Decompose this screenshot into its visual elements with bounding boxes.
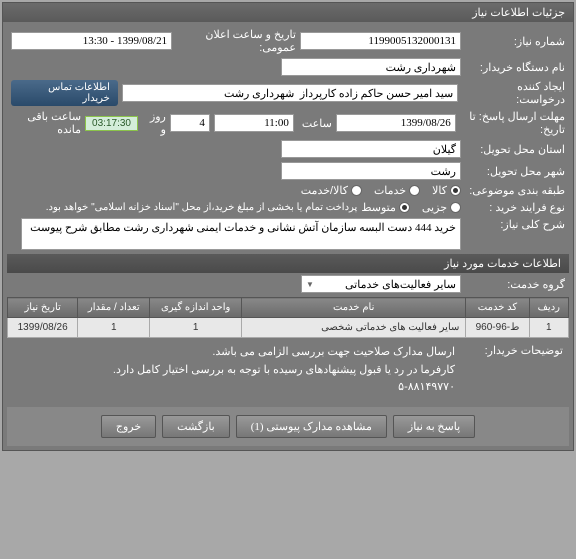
deadline-date-input[interactable] <box>336 114 456 132</box>
radio-both[interactable]: کالا/خدمت <box>301 184 362 197</box>
city-label: شهر محل تحویل: <box>465 165 565 178</box>
row-province: استان محل تحویل: <box>7 138 569 160</box>
window-content: شماره نیاز: تاریخ و ساعت اعلان عمومی: نا… <box>3 22 573 450</box>
contact-link[interactable]: اطلاعات تماس خریدار <box>11 80 118 106</box>
service-group-label: گروه خدمت: <box>465 278 565 291</box>
radio-small[interactable]: جزیی <box>422 201 461 214</box>
announce-label: تاریخ و ساعت اعلان عمومی: <box>176 28 296 54</box>
note-line-2: کارفرما در رد یا قبول پیشنهادهای رسیده ب… <box>13 362 455 380</box>
buyer-notes-section: توضیحات خریدار: ارسال مدارک صلاحیت جهت ب… <box>7 338 569 403</box>
main-window: جزئیات اطلاعات نیاز شماره نیاز: تاریخ و … <box>2 2 574 451</box>
radio-icon <box>450 185 461 196</box>
row-city: شهر محل تحویل: <box>7 160 569 182</box>
org-label: نام دستگاه خریدار: <box>465 61 565 74</box>
days-label: روز و <box>142 110 166 136</box>
radio-service[interactable]: خدمات <box>374 184 420 197</box>
deadline-time-input[interactable] <box>214 114 294 132</box>
exit-button[interactable]: خروج <box>101 415 156 438</box>
radio-icon <box>399 202 410 213</box>
buyer-notes-text: ارسال مدارک صلاحیت جهت بررسی الزامی می ب… <box>13 344 455 397</box>
city-input[interactable] <box>281 162 461 180</box>
row-desc: شرح کلی نیاز: خرید 444 دست البسه سازمان … <box>7 216 569 252</box>
creator-label: ایجاد کننده درخواست: <box>462 80 565 106</box>
cell-unit: 1 <box>150 318 242 338</box>
th-date: تاریخ نیاز <box>8 298 78 318</box>
window-title-bar: جزئیات اطلاعات نیاز <box>3 3 573 22</box>
table-row[interactable]: 1 ط-96-960 سایر فعالیت های خدماتی شخصی 1… <box>8 318 569 338</box>
radio-goods[interactable]: کالا <box>432 184 461 197</box>
reply-button[interactable]: پاسخ به نیاز <box>393 415 475 438</box>
th-row: ردیف <box>529 298 568 318</box>
remain-label: ساعت باقی مانده <box>11 110 81 136</box>
cell-name: سایر فعالیت های خدماتی شخصی <box>242 318 466 338</box>
window-title: جزئیات اطلاعات نیاز <box>472 7 565 19</box>
time-label: ساعت <box>298 117 332 130</box>
desc-textarea[interactable]: خرید 444 دست البسه سازمان آتش نشانی و خد… <box>21 218 461 250</box>
note-line-1: ارسال مدارک صلاحیت جهت بررسی الزامی می ب… <box>13 344 455 362</box>
purchase-note: پرداخت تمام یا بخشی از مبلغ خرید،از محل … <box>46 202 358 213</box>
th-qty: تعداد / مقدار <box>78 298 150 318</box>
table-header-row: ردیف کد خدمت نام خدمت واحد اندازه گیری ت… <box>8 298 569 318</box>
radio-icon <box>351 185 362 196</box>
cell-row: 1 <box>529 318 568 338</box>
category-label: طبقه بندی موضوعی: <box>465 184 565 197</box>
province-label: استان محل تحویل: <box>465 143 565 156</box>
deadline-label: مهلت ارسال پاسخ: تا تاریخ: <box>460 110 565 136</box>
back-button[interactable]: بازگشت <box>162 415 230 438</box>
need-no-input[interactable] <box>300 32 461 50</box>
radio-icon <box>450 202 461 213</box>
row-category: طبقه بندی موضوعی: کالا خدمات کالا/خدمت <box>7 182 569 199</box>
radio-icon <box>409 185 420 196</box>
radio-medium[interactable]: متوسط <box>361 201 410 214</box>
buyer-notes-label: توضیحات خریدار: <box>463 344 563 397</box>
row-need-no: شماره نیاز: تاریخ و ساعت اعلان عمومی: <box>7 26 569 56</box>
th-code: کد خدمت <box>466 298 529 318</box>
attachments-button[interactable]: مشاهده مدارک پیوستی (1) <box>236 415 387 438</box>
province-input[interactable] <box>281 140 461 158</box>
desc-label: شرح کلی نیاز: <box>465 218 565 231</box>
days-input[interactable] <box>170 114 210 132</box>
footer-buttons: پاسخ به نیاز مشاهده مدارک پیوستی (1) باز… <box>7 407 569 446</box>
row-creator: ایجاد کننده درخواست: اطلاعات تماس خریدار <box>7 78 569 108</box>
row-org: نام دستگاه خریدار: <box>7 56 569 78</box>
countdown-box: 03:17:30 <box>85 116 138 131</box>
row-deadline: مهلت ارسال پاسخ: تا تاریخ: ساعت روز و 03… <box>7 108 569 138</box>
cell-code: ط-96-960 <box>466 318 529 338</box>
creator-input[interactable] <box>122 84 458 102</box>
services-section-header: اطلاعات خدمات مورد نیاز <box>7 254 569 273</box>
announce-input[interactable] <box>11 32 172 50</box>
org-input[interactable] <box>281 58 461 76</box>
note-line-3: ۵-۸۸۱۴۹۷۷۰ <box>13 379 455 397</box>
cell-qty: 1 <box>78 318 150 338</box>
need-no-label: شماره نیاز: <box>465 35 565 48</box>
th-name: نام خدمت <box>242 298 466 318</box>
chevron-down-icon: ▼ <box>306 280 314 289</box>
category-radio-group: کالا خدمات کالا/خدمت <box>301 184 461 197</box>
purchase-type-label: نوع فرایند خرید : <box>465 201 565 214</box>
service-group-value: سایر فعالیت‌های خدماتی <box>345 278 456 291</box>
service-group-select[interactable]: سایر فعالیت‌های خدماتی ▼ <box>301 275 461 293</box>
row-purchase-type: نوع فرایند خرید : جزیی متوسط پرداخت تمام… <box>7 199 569 216</box>
row-service-group: گروه خدمت: سایر فعالیت‌های خدماتی ▼ <box>7 273 569 295</box>
services-table: ردیف کد خدمت نام خدمت واحد اندازه گیری ت… <box>7 297 569 338</box>
purchase-type-radio-group: جزیی متوسط <box>361 201 461 214</box>
th-unit: واحد اندازه گیری <box>150 298 242 318</box>
cell-date: 1399/08/26 <box>8 318 78 338</box>
